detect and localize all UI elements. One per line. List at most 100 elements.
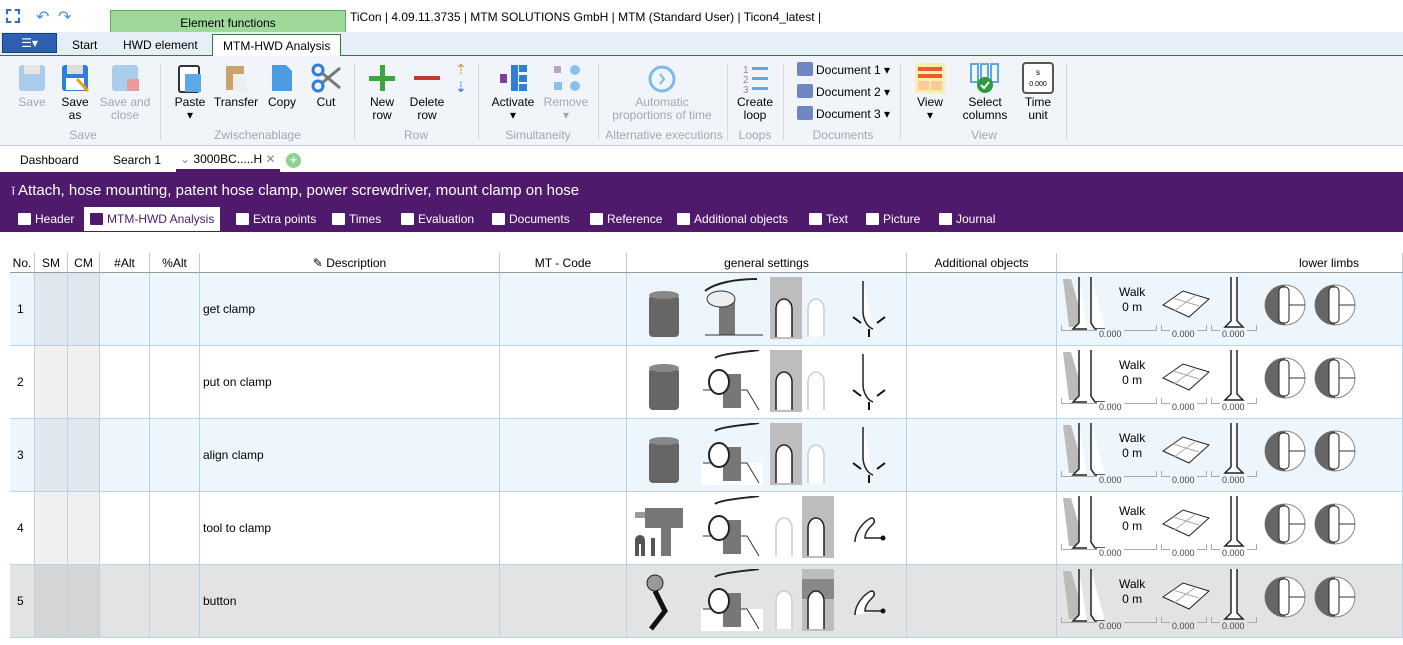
cell-lower-limbs[interactable]: Walk 0 m 0.000 0.000 0.000 [1057, 346, 1403, 418]
element-tab-evaluation[interactable]: Evaluation [395, 207, 480, 231]
undo-icon[interactable]: ↶ [36, 9, 50, 26]
paste-button[interactable]: Paste ▾ [172, 62, 208, 122]
close-icon[interactable]: ✕ [265, 152, 276, 166]
element-tab-text[interactable]: Text [803, 207, 854, 231]
cut-button[interactable]: Cut [306, 62, 346, 109]
cell-lower-limbs[interactable]: Walk 0 m 0.000 0.000 0.000 [1057, 565, 1403, 637]
cell-mt-code[interactable] [500, 346, 627, 418]
transfer-button[interactable]: Transfer [212, 62, 260, 109]
cell--alt[interactable] [100, 346, 150, 418]
remove-button[interactable]: Remove ▾ [542, 62, 590, 122]
cell-general-settings[interactable] [627, 419, 907, 491]
cell-no-[interactable]: 4 [10, 492, 35, 564]
element-tab-additional-objects[interactable]: Additional objects [671, 207, 794, 231]
column-header-lower-limbs[interactable]: lower limbs [1057, 253, 1403, 273]
doc-tab-active[interactable]: ⌄ 3000BC.....H ✕ [176, 148, 280, 172]
cell-mt-code[interactable] [500, 565, 627, 637]
cell-sm[interactable] [35, 565, 68, 637]
element-tab-documents[interactable]: Documents [486, 207, 576, 231]
cell-additional-objects[interactable] [907, 492, 1057, 564]
app-menu-button[interactable]: ☰▾ [2, 33, 57, 53]
cell--alt[interactable] [100, 419, 150, 491]
cell-cm[interactable] [68, 419, 100, 491]
cell-no-[interactable]: 1 [10, 273, 35, 345]
cell-lower-limbs[interactable]: Walk 0 m 0.000 0.000 0.000 [1057, 492, 1403, 564]
cell-general-settings[interactable] [627, 492, 907, 564]
doc-tab-dashboard[interactable]: Dashboard [20, 153, 79, 167]
cell--alt[interactable] [150, 419, 200, 491]
cell-general-settings[interactable] [627, 565, 907, 637]
cell-no-[interactable]: 3 [10, 419, 35, 491]
column-header-description[interactable]: ✎ Description [200, 253, 500, 273]
cell-sm[interactable] [35, 419, 68, 491]
add-tab-icon[interactable]: + [286, 153, 301, 168]
time-unit-button[interactable]: s 0.000 Time unit [1018, 62, 1058, 122]
move-row-arrows[interactable]: ⇡ ⇣ [455, 61, 467, 95]
activate-button[interactable]: Activate ▾ [488, 62, 538, 122]
cell-description[interactable]: get clamp [200, 273, 500, 345]
cell-mt-code[interactable] [500, 273, 627, 345]
element-tab-times[interactable]: Times [326, 207, 387, 231]
cell-cm[interactable] [68, 492, 100, 564]
cell-additional-objects[interactable] [907, 419, 1057, 491]
cell-no-[interactable]: 2 [10, 346, 35, 418]
cell-no-[interactable]: 5 [10, 565, 35, 637]
cell-lower-limbs[interactable]: Walk 0 m 0.000 0.000 0.000 [1057, 419, 1403, 491]
tab-hwd-element[interactable]: HWD element [123, 38, 198, 52]
cell-cm[interactable] [68, 346, 100, 418]
cell-sm[interactable] [35, 492, 68, 564]
automatic-proportions-button[interactable]: Automatic proportions of time [604, 62, 720, 122]
cell-lower-limbs[interactable]: Walk 0 m 0.000 0.000 0.000 [1057, 273, 1403, 345]
select-columns-button[interactable]: Select columns [955, 62, 1015, 122]
table-row[interactable]: 1 get clamp Walk 0 m 0.000 0.000 0.000 [10, 273, 1403, 346]
document-3-button[interactable]: Document 3 ▾ [797, 105, 890, 123]
cell-description[interactable]: align clamp [200, 419, 500, 491]
tab-start[interactable]: Start [72, 38, 98, 52]
document-1-button[interactable]: Document 1 ▾ [797, 61, 890, 79]
element-tab-mtm-hwd-analysis[interactable]: MTM-HWD Analysis [84, 207, 221, 231]
cell-description[interactable]: tool to clamp [200, 492, 500, 564]
save-as-button[interactable]: Save as [56, 62, 94, 122]
cell-description[interactable]: put on clamp [200, 346, 500, 418]
create-loop-button[interactable]: 1 2 3 Create loop [734, 62, 776, 122]
cell-sm[interactable] [35, 346, 68, 418]
cell--alt[interactable] [150, 346, 200, 418]
cell--alt[interactable] [150, 273, 200, 345]
view-button[interactable]: View ▾ [910, 62, 950, 122]
cell-general-settings[interactable] [627, 273, 907, 345]
cell-description[interactable]: button [200, 565, 500, 637]
cell-additional-objects[interactable] [907, 273, 1057, 345]
table-row[interactable]: 2 put on clamp Walk 0 m 0.000 0.000 0.000 [10, 346, 1403, 419]
table-row[interactable]: 4 tool to clamp Walk 0 m 0.000 0.000 0.000 [10, 492, 1403, 565]
column-header-mt-code[interactable]: MT - Code [500, 253, 627, 273]
column-header-no-[interactable]: No. [10, 253, 35, 273]
column-header--alt[interactable]: #Alt [100, 253, 150, 273]
redo-icon[interactable]: ↷ [58, 9, 72, 26]
cell-general-settings[interactable] [627, 346, 907, 418]
cell--alt[interactable] [150, 565, 200, 637]
cell-additional-objects[interactable] [907, 565, 1057, 637]
column-header-cm[interactable]: CM [68, 253, 100, 273]
table-row[interactable]: 5 button Walk 0 m 0.000 0.000 0.000 [10, 565, 1403, 638]
column-header-additional-objects[interactable]: Additional objects [907, 253, 1057, 273]
document-2-button[interactable]: Document 2 ▾ [797, 83, 890, 101]
save-button[interactable]: Save [14, 62, 50, 109]
cell-sm[interactable] [35, 273, 68, 345]
column-header--alt[interactable]: %Alt [150, 253, 200, 273]
column-header-sm[interactable]: SM [35, 253, 68, 273]
doc-tab-search-1[interactable]: Search 1 [113, 153, 162, 167]
column-header-general-settings[interactable]: general settings [627, 253, 907, 273]
cell-cm[interactable] [68, 565, 100, 637]
cell-mt-code[interactable] [500, 492, 627, 564]
save-and-close-button[interactable]: Save and close [98, 62, 152, 122]
element-tab-journal[interactable]: Journal [933, 207, 1001, 231]
cell-additional-objects[interactable] [907, 346, 1057, 418]
tab-mtm-hwd-analysis[interactable]: MTM-HWD Analysis [212, 34, 342, 57]
table-row[interactable]: 3 align clamp Walk 0 m 0.000 0.000 0.000 [10, 419, 1403, 492]
cell--alt[interactable] [150, 492, 200, 564]
new-row-button[interactable]: New row [362, 62, 402, 122]
cell--alt[interactable] [100, 492, 150, 564]
cell-mt-code[interactable] [500, 419, 627, 491]
element-tab-reference[interactable]: Reference [584, 207, 668, 231]
cell-cm[interactable] [68, 273, 100, 345]
